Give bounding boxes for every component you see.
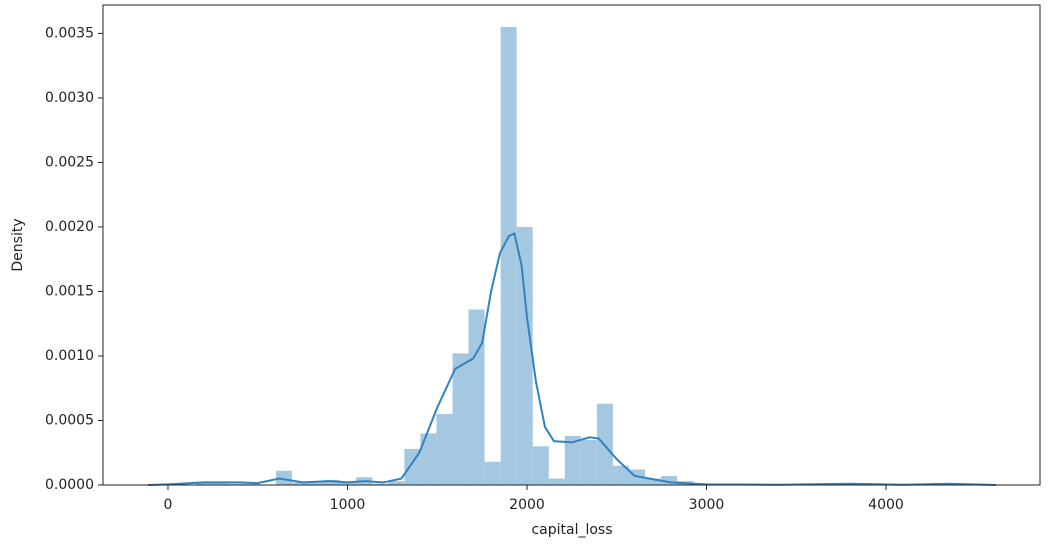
x-tick-label: 2000 <box>509 497 545 513</box>
y-tick-label: 0.0030 <box>45 90 94 106</box>
bar <box>243 483 260 485</box>
bar <box>436 414 453 485</box>
y-axis-label: Density <box>10 218 26 271</box>
bar <box>452 353 469 485</box>
bar <box>548 478 565 485</box>
x-axis-label: capital_loss <box>531 522 612 538</box>
bar <box>500 26 517 485</box>
bar <box>580 439 597 485</box>
plot-frame <box>102 4 1041 486</box>
bar <box>468 309 485 485</box>
y-tick-label: 0.0020 <box>45 219 94 235</box>
bar <box>420 433 437 485</box>
bar <box>292 482 309 485</box>
bar <box>340 482 357 485</box>
bar <box>564 435 581 485</box>
bar <box>516 226 533 485</box>
y-tick-label: 0.0005 <box>45 412 94 428</box>
x-tick-label: 0 <box>164 497 173 513</box>
bar <box>211 482 228 485</box>
bar <box>324 479 341 485</box>
bar <box>484 461 501 485</box>
bar <box>372 483 389 485</box>
bar <box>227 483 244 485</box>
x-tick-label: 1000 <box>330 497 366 513</box>
y-tick-label: 0.0025 <box>45 154 94 170</box>
bar <box>308 481 325 485</box>
bar <box>532 446 549 485</box>
bar <box>388 481 405 485</box>
y-tick-label: 0.0035 <box>45 25 94 41</box>
x-tick-label: 4000 <box>868 497 904 513</box>
bar <box>661 475 678 485</box>
y-tick-label: 0.0015 <box>45 283 94 299</box>
y-tick-label: 0.0010 <box>45 348 94 364</box>
x-tick-label: 3000 <box>689 497 725 513</box>
bar <box>645 478 662 485</box>
bar <box>195 482 212 485</box>
kde-line <box>148 231 997 486</box>
bar <box>276 470 293 485</box>
bar <box>612 465 629 485</box>
y-tick-label: 0.0000 <box>45 477 94 493</box>
